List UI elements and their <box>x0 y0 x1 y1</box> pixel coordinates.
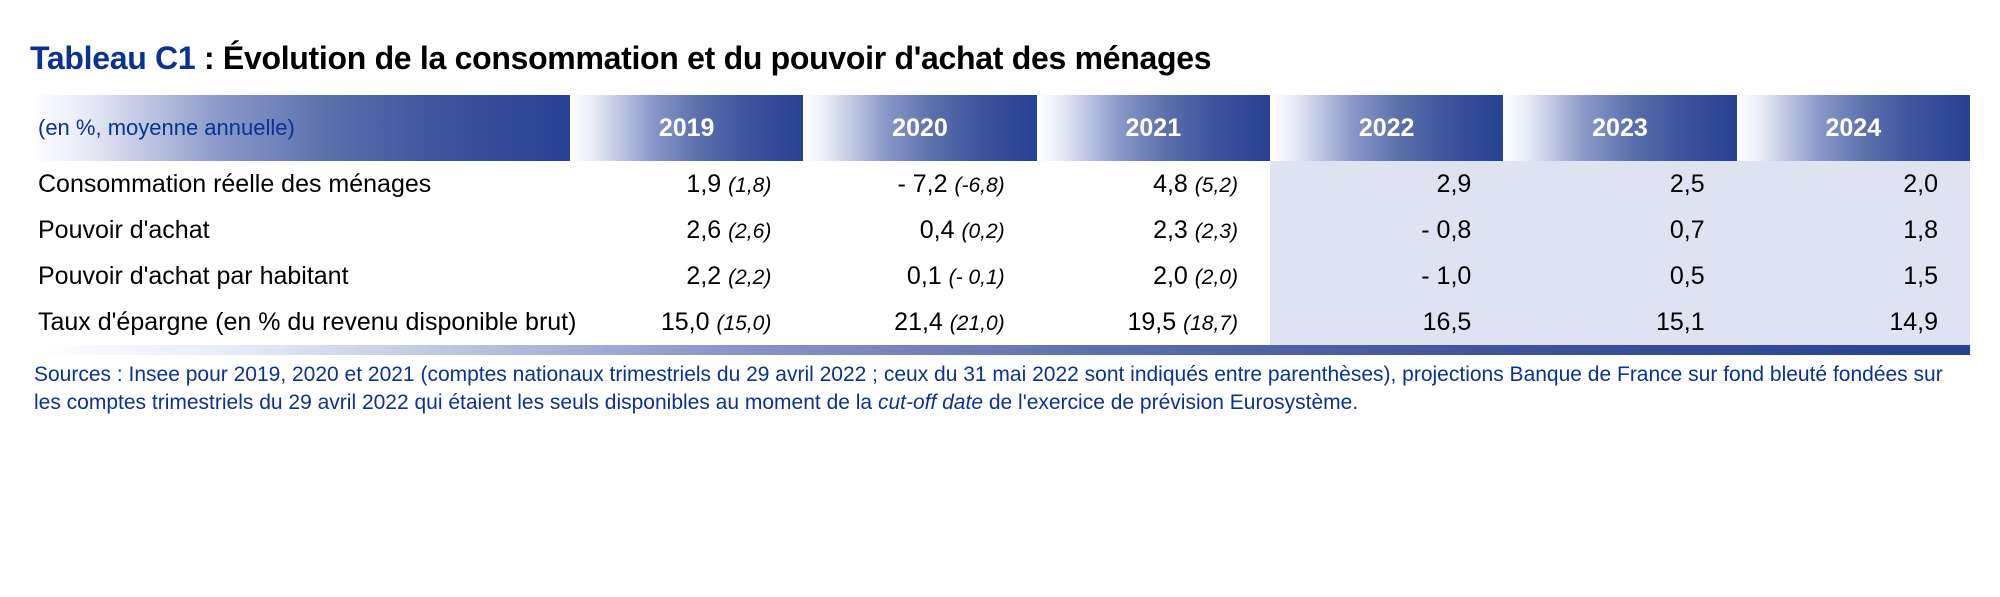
sources-post: de l'exercice de prévision Eurosystème. <box>983 391 1358 414</box>
table-row: Pouvoir d'achat2,6 (2,6)0,4 (0,2)2,3 (2,… <box>30 207 1970 253</box>
header-year: 2022 <box>1270 95 1503 161</box>
table-code: Tableau C1 <box>30 40 195 76</box>
table-row: Taux d'épargne (en % du revenu disponibl… <box>30 299 1970 345</box>
cell-value: 4,8 (5,2) <box>1037 161 1270 207</box>
title-text: Évolution de la consommation et du pouvo… <box>223 40 1211 76</box>
cell-value: 15,1 <box>1503 299 1736 345</box>
header-year: 2021 <box>1037 95 1270 161</box>
cell-value: 21,4 (21,0) <box>803 299 1036 345</box>
cell-value: 1,8 <box>1737 207 1970 253</box>
header-year: 2024 <box>1737 95 1970 161</box>
row-label: Consommation réelle des ménages <box>30 161 570 207</box>
cell-value: 1,9 (1,8) <box>570 161 803 207</box>
cell-value: 2,3 (2,3) <box>1037 207 1270 253</box>
sources-italic: cut-off date <box>878 391 983 414</box>
cell-value: 2,6 (2,6) <box>570 207 803 253</box>
sources-note: Sources : Insee pour 2019, 2020 et 2021 … <box>30 361 1970 418</box>
table-header-row: (en %, moyenne annuelle) 2019 2020 2021 … <box>30 95 1970 161</box>
table-footer-gradient <box>30 345 1970 355</box>
header-subtitle: (en %, moyenne annuelle) <box>30 95 570 161</box>
cell-value: 19,5 (18,7) <box>1037 299 1270 345</box>
cell-value: 2,9 <box>1270 161 1503 207</box>
cell-value: 0,7 <box>1503 207 1736 253</box>
cell-value: - 7,2 (-6,8) <box>803 161 1036 207</box>
data-table: (en %, moyenne annuelle) 2019 2020 2021 … <box>30 95 1970 355</box>
header-year: 2023 <box>1503 95 1736 161</box>
cell-value: 2,0 <box>1737 161 1970 207</box>
cell-value: - 0,8 <box>1270 207 1503 253</box>
cell-value: - 1,0 <box>1270 253 1503 299</box>
row-label: Taux d'épargne (en % du revenu disponibl… <box>30 299 570 345</box>
cell-value: 0,4 (0,2) <box>803 207 1036 253</box>
header-year: 2020 <box>803 95 1036 161</box>
row-label: Pouvoir d'achat par habitant <box>30 253 570 299</box>
header-year: 2019 <box>570 95 803 161</box>
cell-value: 16,5 <box>1270 299 1503 345</box>
title-sep: : <box>195 40 223 76</box>
row-label: Pouvoir d'achat <box>30 207 570 253</box>
table-title: Tableau C1 : Évolution de la consommatio… <box>30 40 1970 77</box>
cell-value: 0,5 <box>1503 253 1736 299</box>
cell-value: 15,0 (15,0) <box>570 299 803 345</box>
cell-value: 2,5 <box>1503 161 1736 207</box>
cell-value: 0,1 (- 0,1) <box>803 253 1036 299</box>
cell-value: 2,0 (2,0) <box>1037 253 1270 299</box>
table-row: Pouvoir d'achat par habitant2,2 (2,2)0,1… <box>30 253 1970 299</box>
table-row: Consommation réelle des ménages1,9 (1,8)… <box>30 161 1970 207</box>
cell-value: 14,9 <box>1737 299 1970 345</box>
cell-value: 2,2 (2,2) <box>570 253 803 299</box>
cell-value: 1,5 <box>1737 253 1970 299</box>
